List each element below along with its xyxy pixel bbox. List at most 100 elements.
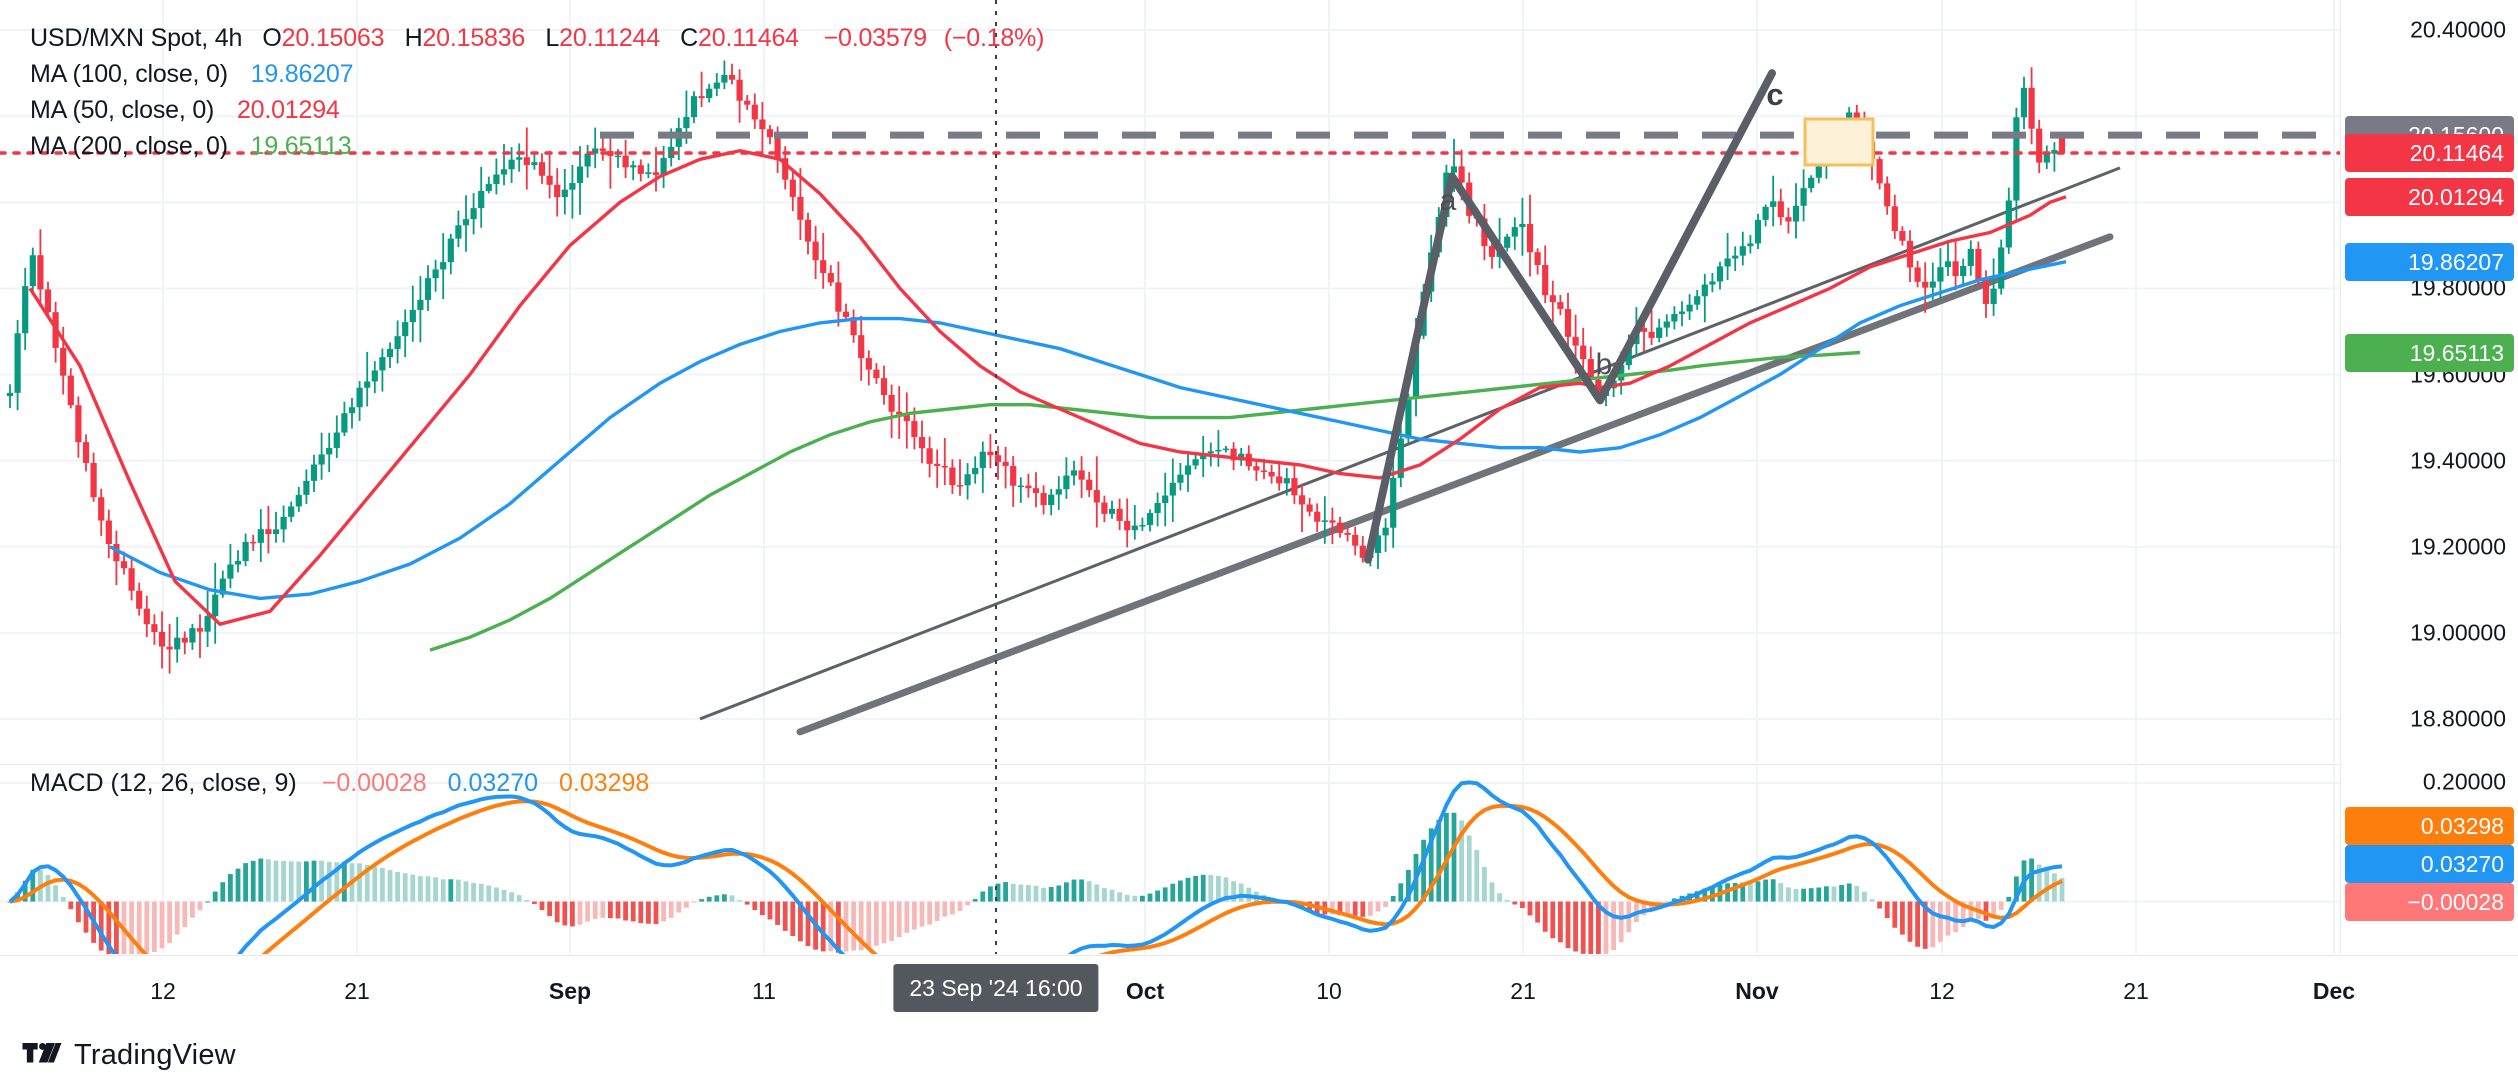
macd-hist-bar bbox=[1360, 901, 1366, 917]
macd-hist-bar bbox=[136, 901, 142, 954]
wave-label-c[interactable]: c bbox=[1766, 77, 1784, 112]
macd-line[interactable] bbox=[8, 780, 2063, 954]
candle-body bbox=[1618, 365, 1625, 381]
macd-hist-bar bbox=[243, 863, 248, 902]
price-chart-canvas[interactable] bbox=[0, 0, 2340, 762]
trendline-upper[interactable] bbox=[796, 233, 2114, 736]
macd-hist-bar bbox=[1193, 875, 1198, 902]
macd-hist-bar bbox=[1732, 883, 1738, 902]
candle-body bbox=[1488, 246, 1496, 257]
macd-signal-badge[interactable]: 0.03298 bbox=[2345, 807, 2514, 845]
macd-hist-bar bbox=[790, 901, 796, 937]
last-price-badge[interactable]: 20.11464 bbox=[2345, 133, 2514, 172]
candle-body bbox=[1937, 267, 1944, 282]
ma50-price-badge[interactable]: 20.01294 bbox=[2345, 177, 2514, 216]
macd-hist-bar bbox=[782, 901, 788, 931]
candle-body bbox=[1876, 159, 1883, 184]
macd-hist-bar bbox=[1877, 901, 1882, 909]
ma100-price-badge[interactable]: 19.86207 bbox=[2345, 242, 2514, 281]
macd-hist-bar bbox=[942, 901, 948, 917]
macd-pane[interactable] bbox=[0, 764, 2340, 954]
candle-body bbox=[447, 238, 454, 263]
candle-body bbox=[637, 165, 644, 174]
macd-hist-bar bbox=[524, 899, 530, 902]
macd-hist-bar bbox=[1565, 901, 1571, 949]
macd-hist-bar bbox=[919, 901, 925, 927]
wave-label-a[interactable]: a bbox=[1439, 184, 1457, 217]
macd-hist-bar bbox=[1641, 901, 1647, 916]
ma200-price-badge[interactable]: 19.65113 bbox=[2345, 333, 2514, 372]
candle-body bbox=[356, 387, 363, 408]
price-scale[interactable]: 20.40000 19.80000 19.60000 19.40000 19.20000… bbox=[2340, 0, 2518, 762]
candle-body bbox=[500, 169, 508, 175]
candle-body bbox=[462, 219, 470, 226]
macd-hist-bar bbox=[1520, 901, 1525, 908]
macd-hist-bar bbox=[1968, 901, 1974, 920]
macd-hist-bar bbox=[76, 901, 81, 923]
macd-hist-bar bbox=[1117, 892, 1122, 902]
macd-hist-bar bbox=[1337, 901, 1343, 916]
candle-body bbox=[333, 432, 340, 448]
candle-body bbox=[835, 282, 842, 312]
macd-hist-bar bbox=[1048, 887, 1054, 902]
price-chart-pane[interactable] bbox=[0, 0, 2340, 762]
macd-hist-bar bbox=[889, 901, 894, 942]
time-scale[interactable]: 12 21 Sep 11 Oct 10 21 Nov 12 21 Dec 23 Sep '24 16:… bbox=[0, 955, 2518, 1027]
macd-hist-bar bbox=[212, 891, 218, 902]
highlight-box[interactable] bbox=[1803, 117, 1875, 167]
candle-body bbox=[364, 381, 371, 388]
candle-body bbox=[1382, 527, 1389, 536]
tradingview-logo[interactable]: TradingView bbox=[22, 1039, 236, 1072]
candle-body bbox=[956, 485, 964, 487]
candle-body bbox=[1792, 205, 1800, 222]
ma100-line[interactable] bbox=[109, 260, 2067, 601]
macd-hist-bar bbox=[904, 901, 910, 933]
ma200-line[interactable] bbox=[429, 350, 1861, 652]
macd-hist-bar bbox=[798, 901, 803, 942]
macd-hist-bar bbox=[623, 901, 628, 921]
candle-body bbox=[1526, 223, 1534, 253]
macd-signal-line[interactable] bbox=[9, 799, 2063, 954]
abc-wave-drawing[interactable] bbox=[1364, 69, 1776, 564]
macd-line-badge[interactable]: 0.03270 bbox=[2345, 845, 2514, 883]
candle-body bbox=[1344, 532, 1351, 535]
macd-hist-bar bbox=[744, 901, 750, 905]
macd-hist-bar bbox=[577, 901, 583, 925]
macd-hist-bar bbox=[1003, 882, 1008, 902]
macd-hist-bar bbox=[281, 861, 286, 902]
candle-body bbox=[987, 451, 994, 456]
trendline-lower[interactable] bbox=[699, 166, 2121, 721]
macd-hist-bar bbox=[2006, 896, 2012, 902]
candle-body bbox=[348, 407, 356, 414]
candle-body bbox=[774, 137, 781, 159]
macd-hist-bar bbox=[1033, 885, 1039, 902]
macd-tick-label: 0.20000 bbox=[2422, 768, 2506, 795]
macd-hist-bar bbox=[190, 901, 195, 918]
macd-hist-bar bbox=[288, 861, 294, 902]
trendline-top-left[interactable] bbox=[0, 0, 520, 4]
candle-body bbox=[1542, 264, 1549, 296]
candle-body bbox=[485, 184, 492, 191]
macd-hist-bar bbox=[167, 901, 172, 943]
macd-hist-bar bbox=[1664, 901, 1670, 903]
macd-hist-badge[interactable]: −0.00028 bbox=[2345, 883, 2514, 921]
candle-body bbox=[645, 172, 652, 174]
candle-body bbox=[1640, 328, 1648, 332]
candle-body bbox=[1922, 281, 1929, 288]
macd-scale[interactable]: 0.20000 0.03298 0.03270 −0.00028 bbox=[2340, 764, 2518, 954]
macd-hist-bar bbox=[1991, 901, 1996, 919]
macd-hist-bar bbox=[775, 901, 780, 925]
macd-canvas[interactable] bbox=[0, 765, 2340, 954]
candle-body bbox=[561, 189, 568, 198]
wave-label-b[interactable]: b bbox=[1595, 348, 1613, 381]
macd-hist-bar bbox=[334, 862, 340, 902]
ma50-line[interactable] bbox=[28, 148, 2067, 627]
candle-body bbox=[1017, 485, 1024, 488]
candle-body bbox=[181, 637, 188, 643]
macd-hist-bar bbox=[1231, 881, 1236, 902]
candle-body bbox=[22, 286, 29, 334]
macd-hist-bar bbox=[965, 901, 970, 906]
candle-body bbox=[1587, 359, 1594, 380]
macd-hist-bar bbox=[638, 901, 644, 924]
